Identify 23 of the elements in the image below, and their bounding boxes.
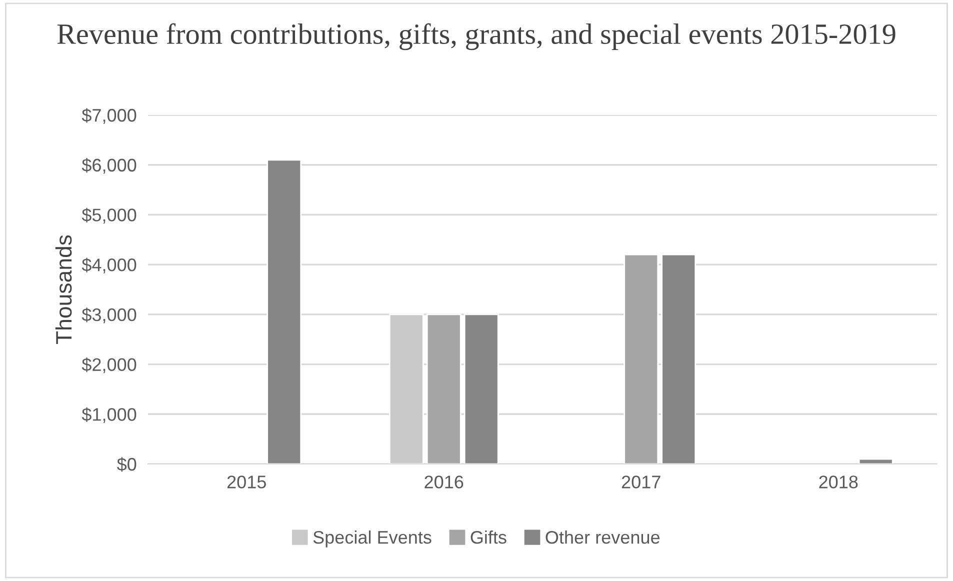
x-tick-label: 2017	[622, 476, 660, 488]
bar	[266, 159, 302, 464]
chart-title: Revenue from contributions, gifts, grants, and special events 2015-2019	[57, 23, 896, 50]
x-tick-label: 2018	[819, 476, 858, 488]
x-tick-label: 2016	[424, 476, 464, 488]
y-tick-label: $5,000	[82, 208, 136, 224]
bar	[661, 254, 696, 464]
bar	[388, 314, 424, 464]
y-axis-title: Thousands	[55, 235, 72, 344]
bar	[426, 314, 462, 464]
legend-label: Gifts	[470, 530, 506, 544]
y-tick-label: $1,000	[82, 407, 136, 423]
legend-label: Other revenue	[546, 530, 660, 544]
y-tick-label: $3,000	[82, 308, 136, 324]
x-tick-label: 2015	[227, 476, 266, 488]
bar	[624, 254, 659, 464]
y-tick-label: $2,000	[82, 357, 136, 374]
y-tick-label: $6,000	[82, 158, 136, 174]
y-tick-label: $0	[117, 457, 136, 472]
bar	[464, 314, 499, 464]
y-tick-label: $4,000	[82, 258, 136, 274]
legend-label: Special Events	[313, 530, 432, 548]
y-tick-label: $7,000	[82, 108, 136, 124]
